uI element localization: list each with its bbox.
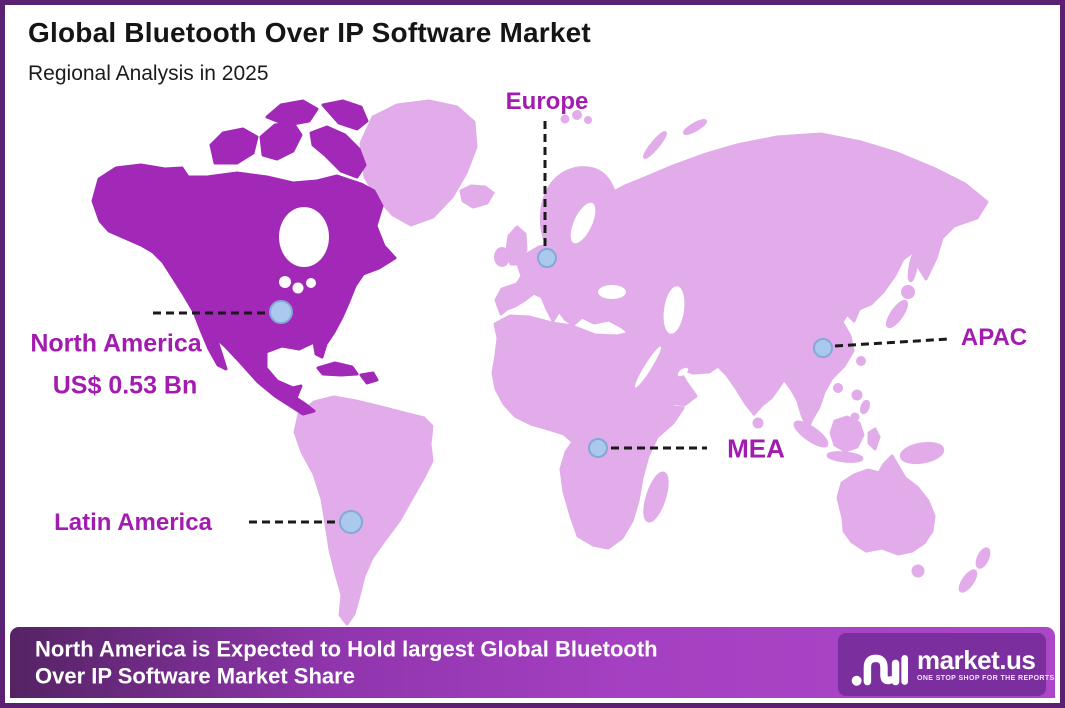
marker-north-america <box>269 300 293 324</box>
island-novaya-zemlya <box>642 131 668 159</box>
marker-europe <box>537 248 557 268</box>
marker-mea <box>588 438 608 458</box>
logo-panel: market.us ONE STOP SHOP FOR THE REPORTS <box>838 633 1054 696</box>
island-tasmania <box>911 564 925 578</box>
connector-apac <box>834 337 950 348</box>
footer-banner: North America is Expected to Hold larges… <box>10 627 1055 698</box>
region-label-apac: APAC <box>960 324 1028 351</box>
continent-eurasia <box>494 132 989 430</box>
great-lake-3 <box>306 278 316 288</box>
marker-apac <box>813 338 833 358</box>
island-madagascar <box>643 471 669 523</box>
arctic-island-4 <box>321 99 369 131</box>
island-hispaniola <box>359 371 379 385</box>
continent-africa <box>491 314 685 550</box>
marketus-logo-tagline: ONE STOP SHOP FOR THE REPORTS <box>917 675 1055 682</box>
island-new-guinea <box>899 441 945 465</box>
island-new-zealand-south <box>958 569 978 593</box>
marker-latin-america <box>339 510 363 534</box>
region-markers <box>269 248 833 534</box>
page-title: Global Bluetooth Over IP Software Market <box>28 17 591 48</box>
arctic-island-3 <box>265 99 319 127</box>
region-label-europe: Europe <box>505 88 589 115</box>
island-svalbard-1 <box>560 114 570 124</box>
black-sea <box>598 285 626 299</box>
footer-note: North America is Expected to Hold larges… <box>35 636 658 689</box>
arctic-island-baffin <box>309 125 367 179</box>
island-arctic-sliver <box>683 118 707 136</box>
island-sulawesi <box>867 427 881 451</box>
arctic-island-2 <box>259 121 303 161</box>
island-new-zealand-north <box>975 547 991 569</box>
island-japan <box>885 299 909 329</box>
continent-north-america-highlight <box>91 99 397 416</box>
inland-seas <box>279 202 689 388</box>
connector-lines <box>153 121 950 524</box>
region-label-north-america: North America <box>30 329 202 358</box>
island-ireland <box>494 247 510 267</box>
page-subtitle: Regional Analysis in 2025 <box>28 62 269 85</box>
region-label-mea: MEA <box>727 433 785 464</box>
caspian-sea <box>663 286 685 334</box>
island-philippines-1 <box>851 389 863 401</box>
baltic-sea <box>570 202 596 244</box>
continents-base <box>293 99 991 626</box>
island-iceland <box>459 184 495 209</box>
island-uk <box>505 225 528 266</box>
island-borneo <box>829 415 865 453</box>
island-sumatra <box>793 420 829 448</box>
island-cuba <box>316 361 359 377</box>
world-map <box>91 99 991 626</box>
island-java <box>826 451 864 463</box>
hudson-bay <box>279 207 329 267</box>
red-sea <box>634 346 662 388</box>
island-hokkaido <box>901 285 915 299</box>
continent-greenland <box>359 99 478 227</box>
marketus-logo-icon <box>851 654 908 686</box>
continent-australia <box>836 454 936 556</box>
persian-gulf <box>677 367 689 377</box>
great-lake-2 <box>292 282 304 294</box>
marketus-logo-text: market.us <box>917 645 1036 675</box>
island-philippines-2 <box>860 399 870 415</box>
island-svalbard-2 <box>572 110 582 120</box>
island-taiwan <box>856 356 866 366</box>
region-value-north-america: US$ 0.53 Bn <box>52 371 198 400</box>
great-lake-1 <box>279 276 291 288</box>
island-sakhalin <box>907 251 919 283</box>
island-svalbard-3 <box>584 116 592 124</box>
region-label-latin-america: Latin America <box>54 509 212 536</box>
arctic-island-1 <box>209 127 259 165</box>
island-sri-lanka <box>752 417 764 429</box>
island-hainan <box>833 383 843 393</box>
continent-south-america <box>293 395 434 626</box>
